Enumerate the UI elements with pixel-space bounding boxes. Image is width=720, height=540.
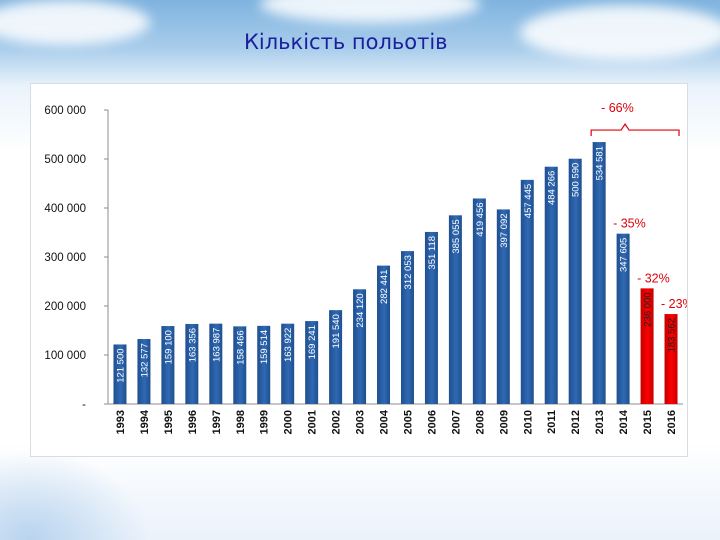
annotation-2016: - 23% [661,297,687,311]
bar-2003 [353,289,367,404]
bar-1995 [161,326,175,404]
data-label-2012: 500 590 [571,163,582,197]
annotation-brace [590,122,680,137]
x-tick-label-1999: 1999 [259,410,271,434]
bar-1998 [233,326,247,404]
bar-2000 [281,323,295,404]
bar-2014 [616,233,630,404]
data-label-1995: 159 100 [163,330,174,364]
annotation-2014: - 35% [613,217,646,231]
cloud-decoration [260,0,480,23]
bar-2007 [448,215,462,404]
chart-panel: - 100 000 200 000 300 000 400 000 500 000 600 … [30,83,688,457]
bar-2012 [568,158,582,404]
bar-1999 [257,325,271,404]
bar-2002 [329,310,343,404]
bar-1997 [209,323,223,404]
data-label-1999: 159 514 [259,330,270,364]
x-tick-label-2011: 2011 [546,410,558,434]
data-label-2008: 419 456 [475,202,486,236]
y-tick-label: 100 000 [44,350,86,362]
bar-1996 [185,323,199,404]
data-label-2007: 385 055 [451,219,462,253]
y-tick-label: 400 000 [44,203,86,215]
data-label-1998: 158 466 [235,330,246,364]
bar-2008 [472,198,486,404]
bar-2009 [496,209,510,404]
data-label-2003: 234 120 [355,293,366,327]
x-tick-label-2000: 2000 [283,410,295,434]
data-label-2001: 169 241 [307,325,318,359]
x-tick-label-1994: 1994 [139,409,151,434]
cloud-decoration [520,5,720,60]
data-label-2005: 312 053 [403,255,414,289]
bottom-decoration [0,450,150,540]
bar-2011 [544,166,558,404]
data-label-2013: 534 581 [595,146,606,180]
data-label-2011: 484 266 [547,171,558,205]
x-tick-label-2007: 2007 [450,410,462,434]
x-tick-label-2006: 2006 [426,410,438,434]
x-tick-label-2010: 2010 [522,410,534,434]
y-tick-label: - [82,399,86,411]
x-tick-label-1998: 1998 [235,410,247,434]
x-tick-label-2005: 2005 [402,410,414,434]
annotation-total-drop: - 66% [601,101,634,115]
annotation-2015: - 32% [637,271,670,285]
data-label-2015: 236 000 [643,292,654,326]
bar-2001 [305,321,319,404]
x-tick-label-2002: 2002 [331,410,343,434]
data-label-1996: 163 356 [187,328,198,362]
bar-2005 [400,251,414,404]
x-tick-label-2015: 2015 [642,410,654,434]
bar-1993 [113,344,127,404]
bar-2013 [592,142,606,405]
data-label-2016: 183 562 [667,318,678,352]
y-tick-label: 600 000 [44,105,86,117]
x-tick-label-2001: 2001 [307,410,319,434]
bar-1994 [137,339,151,404]
x-tick-label-2013: 2013 [594,410,606,434]
x-tick-label-2012: 2012 [570,410,582,434]
x-tick-label-2009: 2009 [498,410,510,434]
x-tick-label-2003: 2003 [355,410,367,434]
y-tick-label: 500 000 [44,154,86,166]
data-label-2004: 282 441 [379,270,390,304]
data-label-2014: 347 605 [619,238,630,272]
data-label-2009: 397 092 [499,213,510,247]
bar-2004 [377,265,391,404]
data-label-2000: 163 922 [283,328,294,362]
bar-2006 [424,231,438,404]
y-tick-label: 200 000 [44,301,86,313]
x-tick-label-2008: 2008 [474,410,486,434]
bar-2016 [664,314,678,404]
x-tick-label-1993: 1993 [115,410,127,434]
x-tick-label-2004: 2004 [379,409,391,434]
bar-chart: - 100 000 200 000 300 000 400 000 500 000 600 … [44,101,687,434]
chart-title: Кількість польотів [244,30,448,54]
data-label-2006: 351 118 [427,236,438,270]
data-label-2010: 457 445 [523,184,534,218]
data-label-1994: 132 577 [139,343,150,377]
x-tick-label-1995: 1995 [163,410,175,434]
bar-2010 [520,179,534,404]
x-tick-label-2014: 2014 [618,409,630,434]
data-label-2002: 191 540 [331,314,342,348]
data-label-1993: 121 500 [115,348,126,382]
data-label-1997: 163 987 [211,328,222,362]
bar-2015 [640,288,654,404]
cloud-decoration [0,0,150,45]
x-tick-label-1996: 1996 [187,410,199,434]
x-tick-label-2016: 2016 [666,410,678,434]
y-tick-label: 300 000 [44,252,86,264]
x-tick-label-1997: 1997 [211,410,223,434]
